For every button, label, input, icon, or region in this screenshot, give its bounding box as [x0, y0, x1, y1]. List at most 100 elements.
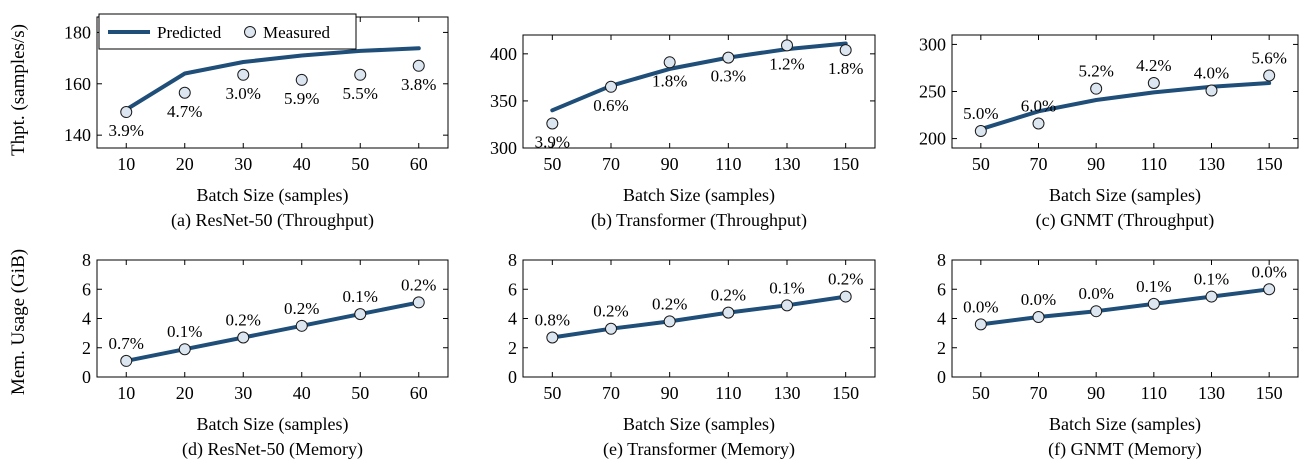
chart-panel-e: 0 2 4 6 8 50 70 90 110 130 150 Batch Size (samples)… — [508, 250, 876, 460]
measured-point — [722, 51, 735, 64]
y-tick-label: 180 — [64, 22, 91, 42]
legend: Predicted Measured — [98, 13, 357, 50]
error-label: 5.2% — [1078, 62, 1113, 81]
x-tick-label: 70 — [1030, 383, 1048, 403]
predicted-series-line — [978, 287, 1272, 327]
legend-predicted-label: Predicted — [157, 23, 222, 42]
chart-panel-a: 140 160 180 10 20 30 40 50 60 Batch Size (samples… — [64, 13, 449, 231]
y-tick-label: 6 — [937, 279, 946, 299]
row-ylabel-throughput: Thpt. (samples/s) — [8, 24, 29, 156]
chart-caption: (f) GNMT (Memory) — [1048, 439, 1202, 460]
error-label: 5.5% — [343, 84, 378, 103]
error-label: 0.1% — [1194, 270, 1229, 289]
error-label: 4.0% — [1194, 64, 1229, 83]
error-label: 6.0% — [1021, 97, 1056, 116]
x-tick-label: 110 — [1141, 383, 1167, 403]
y-tick-label: 2 — [508, 338, 517, 358]
y-tick-label: 0 — [82, 367, 91, 387]
predicted-series-line — [124, 300, 421, 363]
chart-panel-f: 0 2 4 6 8 50 70 90 110 130 150 Batch Size (samples)… — [937, 250, 1299, 460]
y-tick-label: 4 — [937, 309, 946, 329]
x-tick-label: 90 — [661, 383, 679, 403]
x-axis-label: Batch Size (samples) — [623, 185, 775, 206]
x-tick-label: 90 — [661, 154, 679, 174]
x-tick-label: 10 — [117, 154, 135, 174]
measured-point — [295, 73, 308, 86]
measured-point — [295, 319, 308, 332]
chart-caption: (e) Transformer (Memory) — [603, 439, 795, 460]
y-tick-label: 300 — [490, 138, 517, 158]
measured-point — [663, 56, 676, 69]
measured-point — [412, 296, 425, 309]
measured-point — [354, 308, 367, 321]
y-tick-label: 140 — [64, 125, 91, 145]
x-tick-label: 130 — [1198, 154, 1225, 174]
error-label: 0.1% — [1136, 277, 1171, 296]
error-label: 0.0% — [1021, 290, 1056, 309]
error-label: 4.2% — [1136, 56, 1171, 75]
error-label: 0.0% — [1251, 262, 1286, 281]
error-label: 0.2% — [284, 299, 319, 318]
y-tick-label: 350 — [490, 91, 517, 111]
error-label: 0.7% — [109, 334, 144, 353]
measured-point — [663, 315, 676, 328]
x-tick-label: 70 — [602, 154, 620, 174]
plot-frame — [951, 34, 1299, 149]
chart-panel-d: 0 2 4 6 8 10 20 30 40 50 60 Batch Size (samples) (d)… — [82, 250, 449, 460]
predicted-series-line — [550, 294, 848, 340]
error-label: 3.0% — [226, 84, 261, 103]
y-tick-label: 400 — [490, 44, 517, 64]
x-tick-label: 150 — [1256, 383, 1283, 403]
measured-point — [412, 59, 425, 72]
measured-point — [605, 322, 617, 335]
y-tick-label: 160 — [64, 74, 91, 94]
measured-point — [781, 39, 793, 52]
y-tick-label: 0 — [508, 367, 517, 387]
error-label: 0.2% — [593, 302, 628, 321]
chart-caption: (c) GNMT (Throughput) — [1036, 210, 1215, 231]
measured-point — [1205, 84, 1218, 97]
x-tick-label: 110 — [1141, 154, 1167, 174]
x-tick-label: 50 — [972, 383, 990, 403]
error-label: 0.2% — [828, 270, 863, 289]
x-tick-label: 150 — [832, 154, 859, 174]
measured-point — [1263, 283, 1276, 296]
x-tick-label: 50 — [351, 154, 369, 174]
measured-point — [178, 86, 191, 99]
y-tick-label: 0 — [937, 367, 946, 387]
x-tick-label: 60 — [410, 154, 428, 174]
error-label: 0.2% — [401, 275, 436, 294]
x-tick-label: 150 — [832, 383, 859, 403]
measured-point — [1090, 82, 1103, 95]
error-label: 0.3% — [711, 67, 746, 86]
x-axis-label: Batch Size (samples) — [197, 185, 349, 206]
measured-point — [178, 343, 191, 356]
plot-frame — [522, 34, 876, 149]
error-label: 1.8% — [828, 59, 863, 78]
error-label: 5.9% — [284, 89, 319, 108]
x-axis-label: Batch Size (samples) — [623, 414, 775, 435]
measured-point — [839, 44, 852, 57]
plot-frame — [951, 259, 1299, 378]
error-label: 1.8% — [652, 71, 687, 90]
error-label: 0.2% — [226, 311, 261, 330]
x-tick-label: 150 — [1256, 154, 1283, 174]
x-axis-label: Batch Size (samples) — [197, 414, 349, 435]
x-tick-label: 40 — [293, 383, 311, 403]
y-tick-label: 6 — [508, 279, 517, 299]
x-tick-label: 50 — [351, 383, 369, 403]
error-label: 0.6% — [593, 96, 628, 115]
x-tick-label: 90 — [1087, 154, 1105, 174]
legend-measured-swatch — [244, 26, 256, 38]
measured-point — [120, 354, 133, 367]
error-label: 1.2% — [769, 54, 804, 73]
error-label: 5.0% — [963, 104, 998, 123]
x-tick-label: 110 — [715, 383, 741, 403]
predicted-series-line — [124, 46, 421, 112]
measured-point — [1032, 117, 1045, 130]
y-tick-label: 6 — [82, 279, 91, 299]
chart-caption: (a) ResNet-50 (Throughput) — [171, 210, 374, 231]
measured-point — [237, 68, 250, 81]
measured-point — [1090, 305, 1103, 318]
